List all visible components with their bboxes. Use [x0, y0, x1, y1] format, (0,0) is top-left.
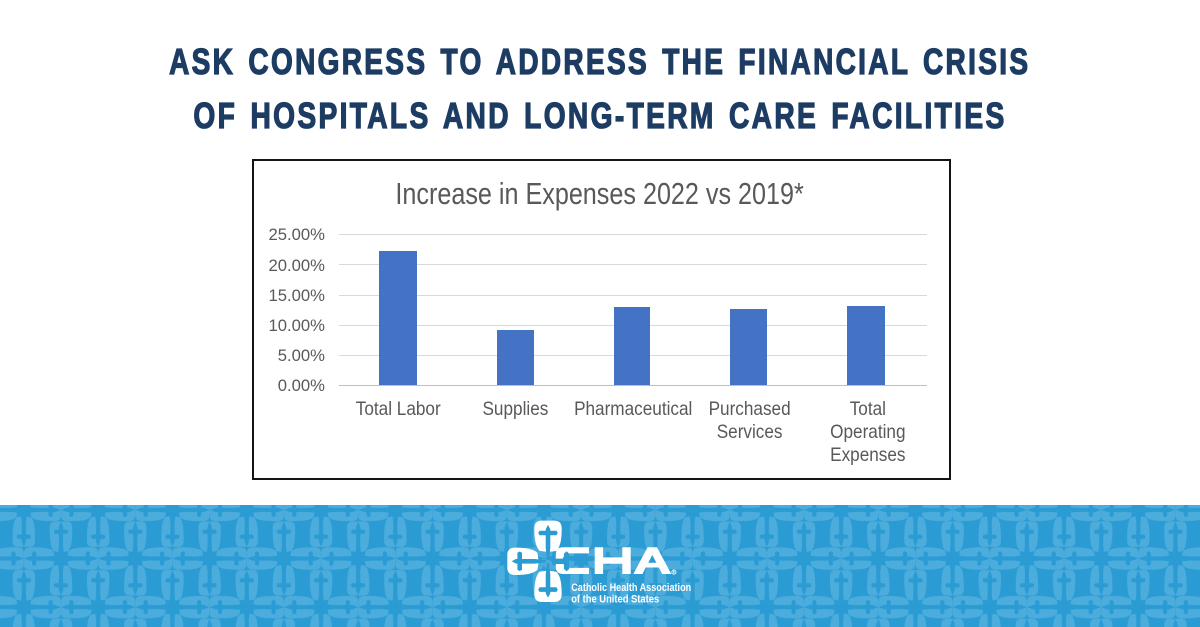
- svg-text:of the United States: of the United States: [571, 593, 659, 605]
- svg-text:Catholic Health Association: Catholic Health Association: [571, 582, 691, 594]
